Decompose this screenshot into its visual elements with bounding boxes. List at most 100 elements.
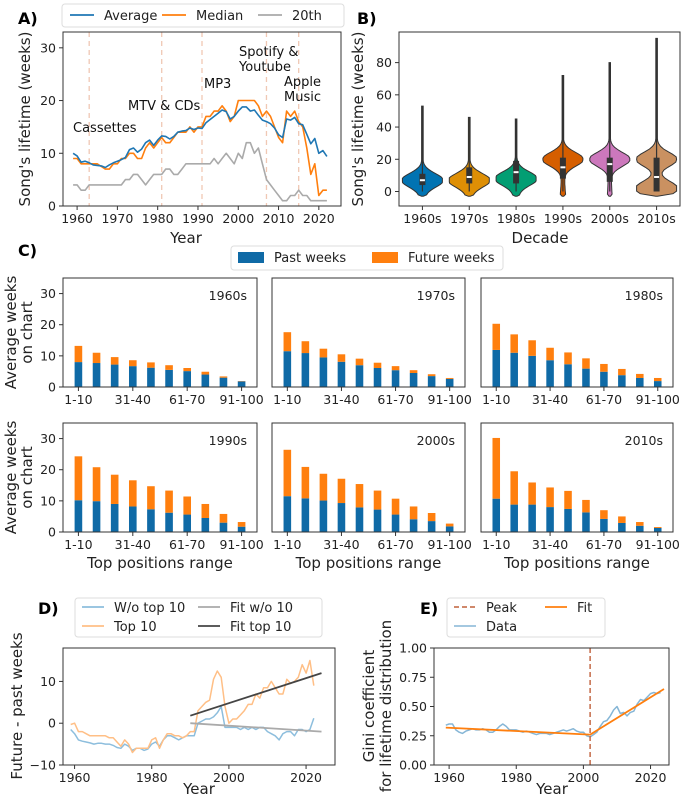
panel-c-1960s-frame	[62, 277, 258, 388]
panel-d-xtick-label: 2020	[290, 770, 322, 785]
bar-past-weeks	[237, 381, 246, 387]
panel-c-xtick-label: 31-40	[532, 537, 568, 552]
bar-past-weeks	[237, 526, 246, 532]
bar-past-weeks	[319, 500, 328, 532]
bar-past-weeks	[147, 367, 155, 387]
bar-future-weeks	[355, 484, 364, 508]
bar-future-weeks	[165, 490, 173, 513]
bar-past-weeks	[147, 509, 155, 532]
panel-c-xtick-label: 1-10	[64, 537, 92, 552]
panel-e-xtick-label: 1980	[500, 770, 532, 785]
panel-c-ytick-label: 10	[40, 348, 56, 363]
panel-b-xtick-label: 1990s	[544, 211, 582, 226]
bar-past-weeks	[391, 370, 400, 387]
bar-future-weeks	[546, 487, 554, 508]
bar-past-weeks	[219, 522, 228, 532]
event-annotation: Cassettes	[73, 121, 137, 136]
panel-c-ytick-label: 20	[40, 317, 56, 332]
bar-past-weeks	[528, 504, 536, 532]
panel-c-ylabel: Average weeks	[2, 276, 20, 390]
panel-b-xlabel: Decade	[512, 229, 569, 247]
panel-c-xtick-label: 61-70	[169, 392, 205, 407]
bar-future-weeks	[618, 516, 626, 523]
bar-past-weeks	[128, 366, 137, 387]
panel-c-xlabel: Top positions range	[295, 554, 442, 572]
violin-iqr-box	[606, 157, 613, 182]
panel-e-ytick-label: 0.50	[399, 699, 427, 714]
bar-future-weeks	[283, 332, 292, 352]
bar-future-weeks	[92, 352, 101, 364]
panel-a-ytick-label: 20	[40, 93, 56, 108]
bar-past-weeks	[427, 521, 436, 532]
bar-past-weeks	[546, 507, 554, 532]
panel-c-xtick-label: 91-100	[428, 537, 472, 552]
fit-line-0	[190, 722, 322, 733]
bar-future-weeks	[600, 363, 608, 372]
bar-future-weeks	[319, 348, 328, 358]
panel-b-ytick-label: 0	[384, 184, 392, 199]
bar-past-weeks	[301, 353, 310, 387]
bar-past-weeks	[636, 377, 644, 387]
series-line-median	[73, 99, 327, 197]
event-annotation: Youtube	[238, 60, 291, 75]
panel-c-xtick-label: 31-40	[115, 392, 151, 407]
panel-a-xlabel: Year	[169, 229, 203, 247]
panel-label-e: E)	[420, 599, 438, 618]
panel-a-xtick-label: 2020	[303, 211, 335, 226]
bar-future-weeks	[528, 340, 536, 356]
panel-c-xtick-label: 91-100	[428, 392, 472, 407]
bar-past-weeks	[427, 376, 436, 387]
bar-past-weeks	[564, 364, 572, 387]
legend-label: Average	[104, 9, 157, 24]
panel-a-xtick-label: 1970	[101, 211, 133, 226]
bar-future-weeks	[219, 376, 228, 378]
panel-c-ytick-label: 30	[40, 431, 56, 446]
panel-c-ytick-label: 10	[40, 493, 56, 508]
bar-future-weeks	[373, 362, 382, 369]
panel-b-xtick-label: 1980s	[497, 211, 535, 226]
panel-a-xtick-label: 1960	[61, 211, 93, 226]
panel-label-c: C)	[18, 241, 37, 260]
bar-past-weeks	[510, 504, 518, 532]
fit-line-gini	[445, 688, 665, 736]
bar-future-weeks	[636, 373, 644, 378]
bar-past-weeks	[409, 372, 418, 387]
panel-d-xtick-label: 2000	[213, 770, 245, 785]
panel-d-frame	[62, 647, 336, 766]
panel-b-ytick-label: 20	[376, 152, 392, 167]
bar-past-weeks	[373, 368, 382, 387]
bar-future-weeks	[74, 456, 83, 501]
bar-past-weeks	[653, 381, 662, 387]
bar-past-weeks	[492, 498, 501, 532]
bar-future-weeks	[301, 466, 310, 499]
bar-future-weeks	[283, 449, 292, 497]
legend-label: Fit top 10	[230, 620, 291, 635]
bar-future-weeks	[492, 437, 501, 499]
panel-e-ytick-label: 1.00	[399, 641, 427, 656]
panel-c-legend	[230, 245, 504, 271]
bar-future-weeks	[319, 473, 328, 501]
panel-a-legend	[61, 3, 345, 28]
bar-past-weeks	[283, 351, 292, 387]
subplot-decade-label: 1960s	[209, 288, 247, 303]
panel-c-xlabel: Top positions range	[86, 554, 233, 572]
panel-c-xtick-label: 61-70	[586, 537, 622, 552]
panel-a-xtick-label: 1980	[142, 211, 174, 226]
bar-past-weeks	[409, 519, 418, 532]
bar-past-weeks	[283, 496, 292, 532]
subplot-decade-label: 2010s	[625, 433, 663, 448]
panel-c-xtick-label: 61-70	[169, 537, 205, 552]
bar-future-weeks	[183, 496, 192, 515]
bar-future-weeks	[373, 490, 382, 510]
panel-d-ytick-label: 0	[48, 716, 56, 731]
bar-future-weeks	[201, 503, 210, 518]
panel-d-ytick-label: −10	[30, 758, 56, 773]
bar-past-weeks	[564, 508, 572, 532]
bar-past-weeks	[355, 365, 364, 387]
legend-label: Fit	[577, 601, 592, 616]
bar-past-weeks	[355, 507, 364, 532]
panel-e-ylabel: Gini coefficient	[360, 650, 378, 763]
panel-a-ytick-label: 10	[40, 146, 56, 161]
legend-label: Top 10	[113, 620, 157, 635]
